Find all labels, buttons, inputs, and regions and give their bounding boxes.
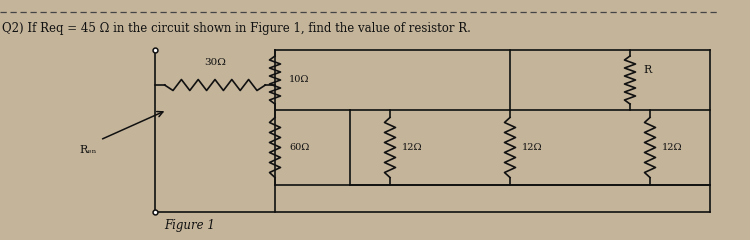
Text: Rₑₙ: Rₑₙ <box>80 145 97 155</box>
Text: 12Ω: 12Ω <box>522 143 542 152</box>
Text: 60Ω: 60Ω <box>289 143 309 152</box>
Text: R: R <box>643 65 651 75</box>
Text: 10Ω: 10Ω <box>289 76 310 84</box>
Text: 30Ω: 30Ω <box>204 58 226 67</box>
Text: Figure 1: Figure 1 <box>164 219 215 232</box>
Text: 12Ω: 12Ω <box>402 143 422 152</box>
Text: 12Ω: 12Ω <box>662 143 682 152</box>
Text: Q2) If Req = 45 Ω in the circuit shown in Figure 1, find the value of resistor R: Q2) If Req = 45 Ω in the circuit shown i… <box>2 22 471 35</box>
